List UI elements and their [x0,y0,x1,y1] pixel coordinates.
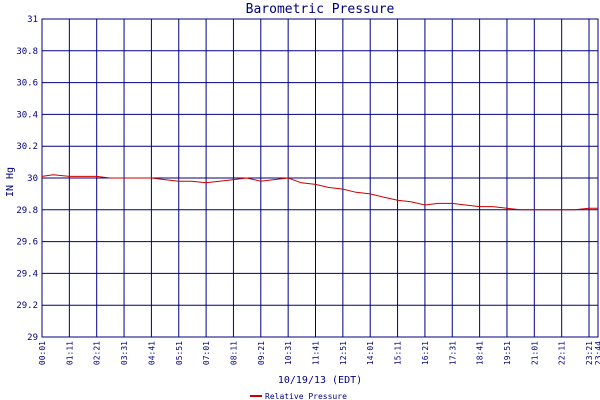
x-tick-label: 15:11 [394,341,403,365]
y-tick-label: 29.2 [16,301,38,311]
legend-label-relative-pressure: Relative Pressure [265,392,347,400]
x-tick-label: 04:41 [147,341,156,365]
x-tick-label: 02:21 [93,341,102,365]
y-axis-ticks: 29 29.2 29.4 29.6 29.8 30 30.2 30.4 30.6 30.8 31 [16,15,38,343]
y-tick-label: 30.4 [16,110,38,120]
grid-lines [41,18,599,338]
x-tick-label: 10:31 [284,341,293,365]
x-tick-label: 21:01 [530,341,539,365]
x-tick-label: 01:11 [65,341,74,365]
x-axis-label: 10/19/13 (EDT) [278,375,362,386]
chart-title: Barometric Pressure [246,2,395,17]
y-tick-label: 31 [27,15,38,25]
series-line-relative-pressure [41,174,598,211]
y-tick-label: 30 [27,174,38,184]
y-axis-label: IN Hg [5,167,16,197]
x-tick-label: 08:11 [229,341,238,365]
x-tick-label: 09:21 [257,341,266,365]
y-tick-label: 30.6 [16,79,38,89]
x-tick-label: 11:41 [312,341,321,365]
x-tick-label: 14:01 [366,341,375,365]
x-tick-label: 00:01 [38,341,47,365]
y-tick-label: 29.6 [16,238,38,248]
x-tick-label: 12:51 [339,341,348,365]
legend: Relative Pressure [250,392,347,400]
x-tick-label: 05:51 [175,341,184,365]
x-tick-label: 19:51 [503,341,512,365]
y-tick-label: 30.2 [16,142,38,152]
x-tick-label: 22:11 [558,341,567,365]
x-tick-label: 23:44 [594,341,600,365]
y-tick-label: 29.4 [16,269,38,279]
x-tick-label: 03:31 [120,341,129,365]
y-tick-label: 29.8 [16,206,38,216]
y-tick-label: 30.8 [16,47,38,57]
y-tick-label: 29 [27,333,38,343]
x-axis-ticks: 00:01 01:11 02:21 03:31 04:41 05:51 07:01 08:11… [38,341,600,365]
x-tick-label: 23:21 [585,341,594,365]
x-tick-label: 18:41 [476,341,485,365]
x-tick-label: 16:21 [421,341,430,365]
x-tick-label: 07:01 [202,341,211,365]
x-tick-label: 17:31 [448,341,457,365]
